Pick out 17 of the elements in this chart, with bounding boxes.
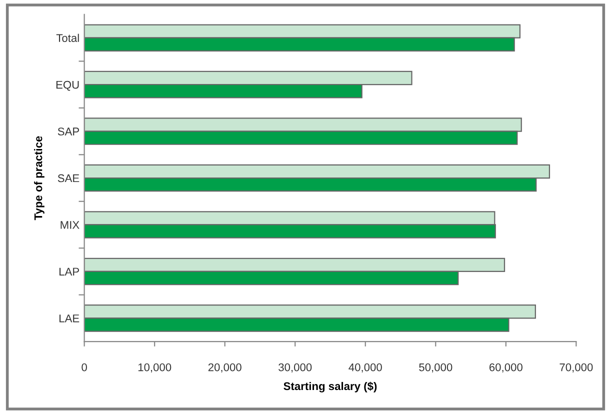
y-tick-label: Total — [56, 34, 79, 42]
x-axis-title: Starting salary ($) — [284, 382, 377, 392]
x-tick-label: 40,000 — [348, 363, 382, 373]
y-tick-label: EQU — [56, 80, 79, 91]
y-tick-label: SAE — [58, 174, 80, 182]
y-tick-label: LAE — [60, 314, 80, 322]
y-axis-title: Type of practice — [34, 136, 44, 220]
x-tick-label: 30,000 — [278, 363, 312, 373]
y-tick-label: MIX — [60, 221, 80, 229]
x-tick-label: 0 — [82, 363, 87, 372]
x-tick-label: 60,000 — [489, 363, 522, 373]
x-tick-label: 10,000 — [138, 363, 172, 373]
x-tick-label: 70,000 — [560, 363, 593, 373]
y-tick-label: SAP — [58, 128, 80, 136]
x-tick-label: 20,000 — [208, 363, 242, 373]
y-tick-label: LAP — [60, 268, 80, 276]
x-tick-label: 50,000 — [419, 363, 452, 373]
